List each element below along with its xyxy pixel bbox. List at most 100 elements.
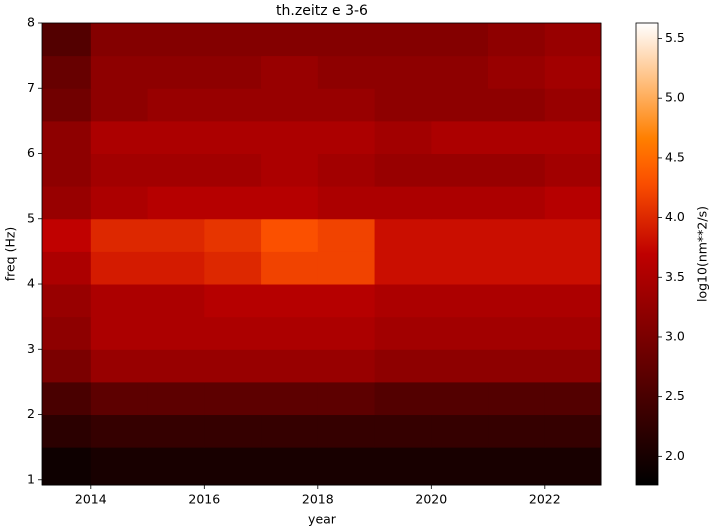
heatmap-cell: [261, 284, 319, 318]
heatmap-cell: [317, 55, 376, 89]
heatmap-cell: [431, 447, 489, 486]
heatmap-cell: [431, 284, 489, 318]
heatmap-cell: [42, 316, 92, 350]
heatmap-cell: [317, 284, 376, 318]
y-tick-label: 2: [27, 406, 35, 421]
heatmap-cell: [431, 316, 489, 350]
heatmap-cell: [42, 381, 92, 416]
heatmap-cell: [147, 23, 205, 57]
heatmap-cell: [204, 218, 262, 252]
heatmap-cell: [261, 349, 319, 383]
heatmap-cell: [374, 23, 432, 57]
heatmap-cell: [544, 381, 602, 416]
heatmap-cell: [374, 120, 432, 155]
heatmap-cell: [544, 316, 602, 350]
heatmap-cell: [488, 120, 546, 155]
heatmap-cell: [374, 55, 432, 89]
heatmap-cell: [261, 88, 319, 122]
y-tick-label: 5: [27, 210, 35, 225]
heatmap-cell: [374, 447, 432, 486]
heatmap-cell: [204, 414, 262, 448]
heatmap-cell: [317, 218, 376, 252]
heatmap-cell: [147, 120, 205, 155]
heatmap-cell: [147, 284, 205, 318]
heatmap-cell: [488, 218, 546, 252]
heatmap-cell: [431, 120, 489, 155]
colorbar-tick-label: 5.0: [665, 90, 685, 105]
heatmap-cell: [42, 349, 92, 383]
colorbar-tick-label: 4.0: [665, 209, 685, 224]
heatmap-cell: [431, 153, 489, 187]
heatmap-cell: [261, 414, 319, 448]
heatmap-cell: [544, 447, 602, 486]
x-axis-label: year: [308, 512, 337, 527]
y-tick-label: 3: [27, 341, 35, 356]
colorbar-tick-label: 4.5: [665, 149, 685, 164]
heatmap-cell: [42, 251, 92, 285]
heatmap-cell: [147, 153, 205, 187]
heatmap-cell: [374, 153, 432, 187]
heatmap-cell: [42, 218, 92, 252]
heatmap-cell: [42, 284, 92, 318]
heatmap-cell: [147, 251, 205, 285]
heatmap-cell: [261, 153, 319, 187]
heatmap-cell: [90, 447, 149, 486]
heatmap-cell: [488, 88, 546, 122]
heatmap-cell: [42, 88, 92, 122]
heatmap-cell: [261, 218, 319, 252]
heatmap-cell: [261, 251, 319, 285]
heatmap-cell: [488, 414, 546, 448]
heatmap-cell: [90, 88, 149, 122]
heatmap-cell: [90, 218, 149, 252]
heatmap-cell: [431, 55, 489, 89]
y-tick-label: 1: [27, 471, 35, 486]
y-tick-label: 8: [27, 15, 35, 30]
heatmap-cell: [204, 284, 262, 318]
colorbar-tick-label: 2.0: [665, 448, 685, 463]
heatmap-cell: [261, 447, 319, 486]
colorbar-tick-label: 5.5: [665, 30, 685, 45]
heatmap-cell: [204, 349, 262, 383]
heatmap-cell: [204, 447, 262, 486]
colorbar-tick-label: 3.0: [665, 328, 685, 343]
heatmap-cell: [488, 186, 546, 220]
heatmap-cell: [317, 447, 376, 486]
heatmap-cell: [317, 153, 376, 187]
heatmap-cell: [374, 88, 432, 122]
heatmap-cell: [544, 186, 602, 220]
heatmap-cell: [544, 284, 602, 318]
y-tick-label: 4: [27, 276, 35, 291]
heatmap-cell: [204, 316, 262, 350]
chart-title: th.zeitz e 3-6: [276, 3, 368, 19]
heatmap-cell: [374, 218, 432, 252]
colorbar-label: log10(nm**2/s): [695, 206, 710, 302]
heatmap-cell: [90, 55, 149, 89]
heatmap-cell: [147, 88, 205, 122]
heatmap-cell: [317, 349, 376, 383]
heatmap-cell: [90, 284, 149, 318]
heatmap-cell: [374, 414, 432, 448]
heatmap-cell: [317, 88, 376, 122]
heatmap-cell: [90, 414, 149, 448]
heatmap-cell: [374, 349, 432, 383]
x-tick-label: 2020: [415, 492, 447, 507]
heatmap-cell: [488, 284, 546, 318]
heatmap-cell: [431, 381, 489, 416]
heatmap-cell: [42, 447, 92, 486]
heatmap-cell: [204, 153, 262, 187]
heatmap-cell: [147, 186, 205, 220]
heatmap-cell: [261, 23, 319, 57]
heatmap-cell: [317, 414, 376, 448]
heatmap-cell: [42, 153, 92, 187]
heatmap-cell: [204, 23, 262, 57]
heatmap-cell: [544, 349, 602, 383]
heatmap-cell: [317, 251, 376, 285]
colorbar: [635, 22, 659, 486]
colorbar-tick-label: 2.5: [665, 388, 685, 403]
heatmap-cell: [42, 414, 92, 448]
heatmap-cell: [90, 349, 149, 383]
heatmap-cell: [374, 284, 432, 318]
x-tick-label: 2014: [75, 492, 107, 507]
heatmap-cell: [204, 381, 262, 416]
